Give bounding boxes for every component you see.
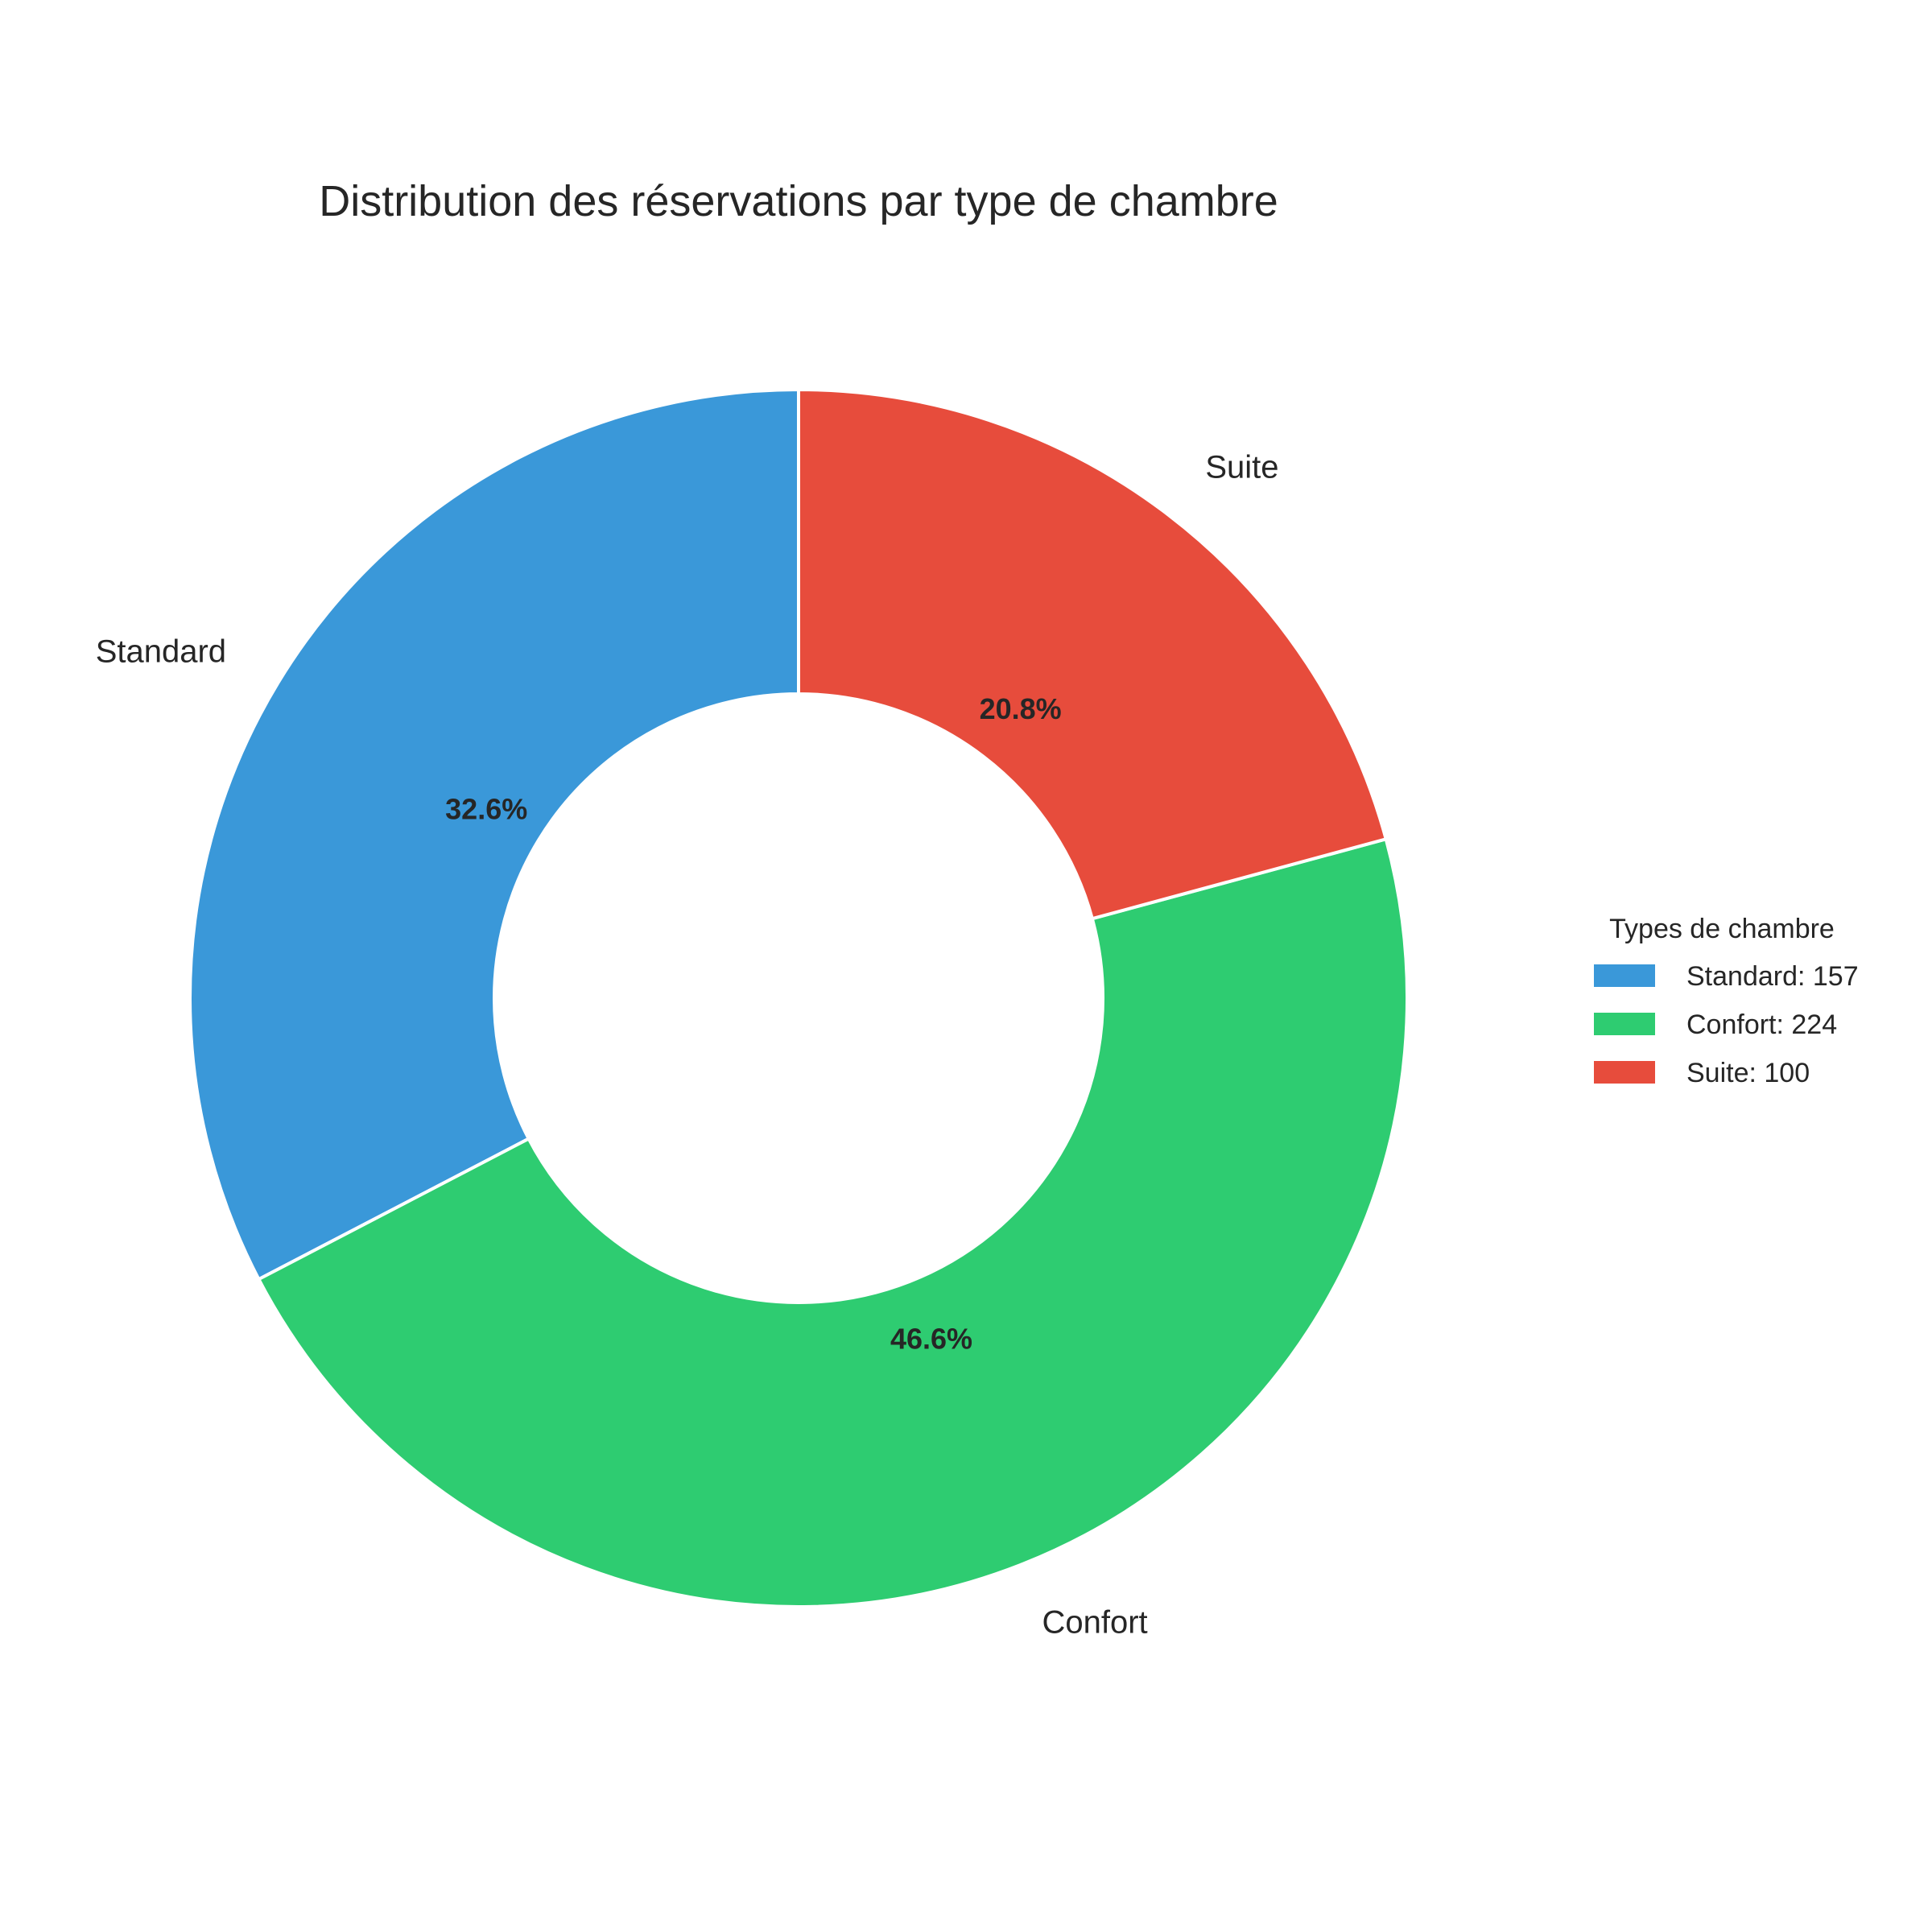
legend: Types de chambre Standard: 157 Confort: 2… bbox=[1594, 914, 1859, 1088]
legend-swatch-standard bbox=[1594, 964, 1655, 987]
slice-standard bbox=[188, 388, 800, 1282]
slice-suite bbox=[797, 388, 1388, 921]
slice-confort bbox=[257, 837, 1409, 1608]
percent-label-confort: 46.6% bbox=[890, 1323, 972, 1356]
legend-label-standard: Standard: 157 bbox=[1686, 961, 1859, 992]
percent-labels: 32.6% 46.6% 20.8% bbox=[445, 692, 1062, 1356]
legend-title: Types de chambre bbox=[1609, 914, 1835, 944]
slice-label-suite: Suite bbox=[1205, 450, 1278, 485]
slice-labels: Standard Confort Suite bbox=[96, 450, 1279, 1641]
legend-label-suite: Suite: 100 bbox=[1686, 1058, 1810, 1088]
legend-swatch-suite bbox=[1594, 1061, 1655, 1084]
slice-label-standard: Standard bbox=[96, 634, 226, 670]
legend-swatch-confort bbox=[1594, 1013, 1655, 1035]
percent-label-suite: 20.8% bbox=[980, 692, 1062, 725]
legend-label-confort: Confort: 224 bbox=[1686, 1009, 1837, 1040]
donut-slices bbox=[188, 388, 1409, 1608]
percent-label-standard: 32.6% bbox=[445, 793, 527, 826]
slice-label-confort: Confort bbox=[1042, 1605, 1147, 1641]
chart-title: Distribution des réservations par type d… bbox=[319, 177, 1278, 225]
